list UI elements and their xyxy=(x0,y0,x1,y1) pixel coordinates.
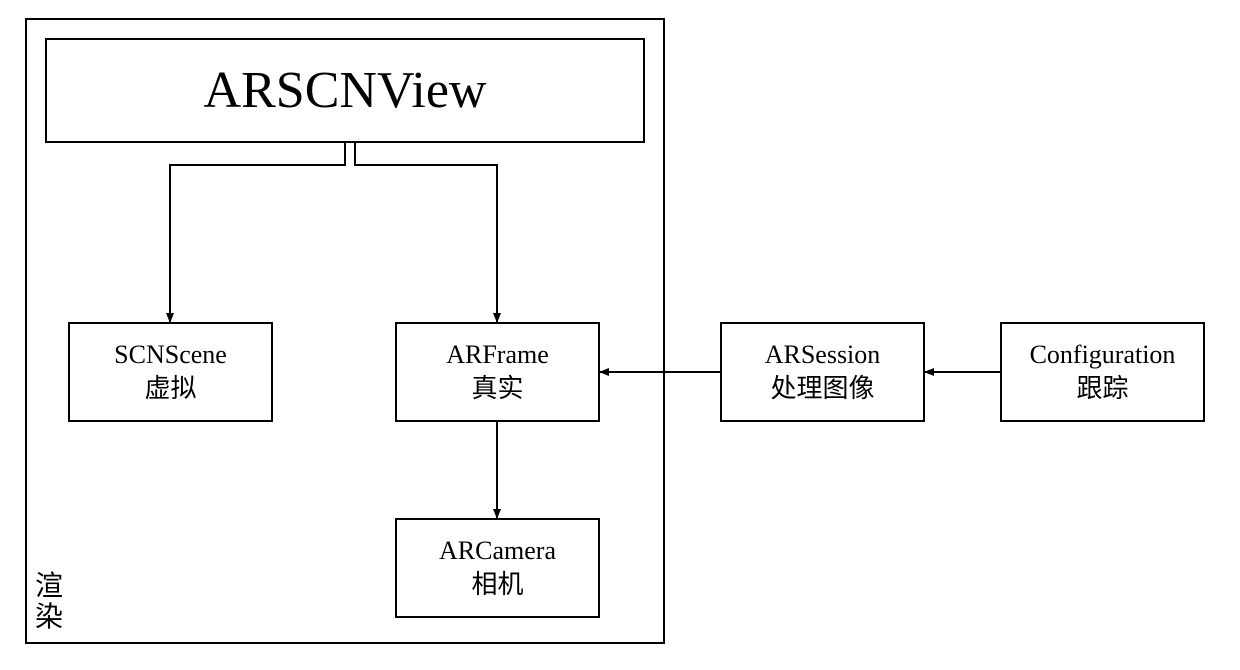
node-scnscene-sub: 虚拟 xyxy=(144,372,196,406)
node-configuration-title: Configuration xyxy=(1030,338,1176,372)
node-arsession-title: ARSession xyxy=(765,338,881,372)
node-arsession-sub: 处理图像 xyxy=(770,372,874,406)
node-arcamera-sub: 相机 xyxy=(471,568,523,602)
node-scnscene-title: SCNScene xyxy=(114,338,227,372)
node-arcamera: ARCamera 相机 xyxy=(395,518,600,618)
node-arsession: ARSession 处理图像 xyxy=(720,322,925,422)
node-arscnview-title: ARSCNView xyxy=(204,61,487,120)
node-arframe-sub: 真实 xyxy=(471,372,523,406)
node-arscnview: ARSCNView xyxy=(45,38,645,143)
node-arframe: ARFrame 真实 xyxy=(395,322,600,422)
node-configuration: Configuration 跟踪 xyxy=(1000,322,1205,422)
render-container-label: 渲染 xyxy=(35,572,63,634)
node-arframe-title: ARFrame xyxy=(446,338,549,372)
node-scnscene: SCNScene 虚拟 xyxy=(68,322,273,422)
node-configuration-sub: 跟踪 xyxy=(1076,372,1128,406)
node-arcamera-title: ARCamera xyxy=(439,534,556,568)
